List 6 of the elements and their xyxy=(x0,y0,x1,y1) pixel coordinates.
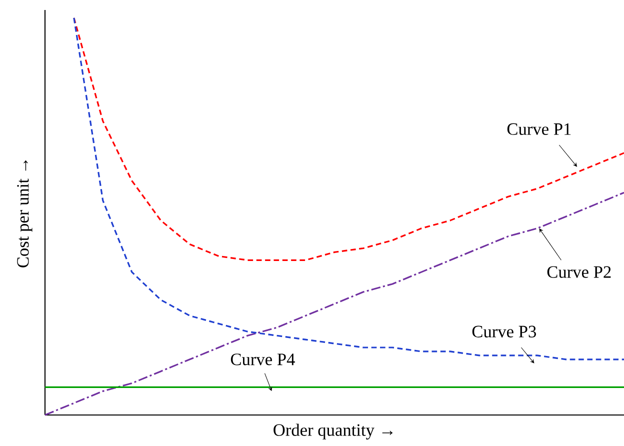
series-label: Curve P4 xyxy=(230,354,295,366)
text: Curve P2 xyxy=(547,266,611,278)
y-axis-title: Cost per unit → xyxy=(17,160,32,268)
x-axis-title: Order quantity → xyxy=(274,424,393,440)
series-label: Curve P3 xyxy=(472,326,536,338)
text: Curve P1 xyxy=(507,123,571,135)
